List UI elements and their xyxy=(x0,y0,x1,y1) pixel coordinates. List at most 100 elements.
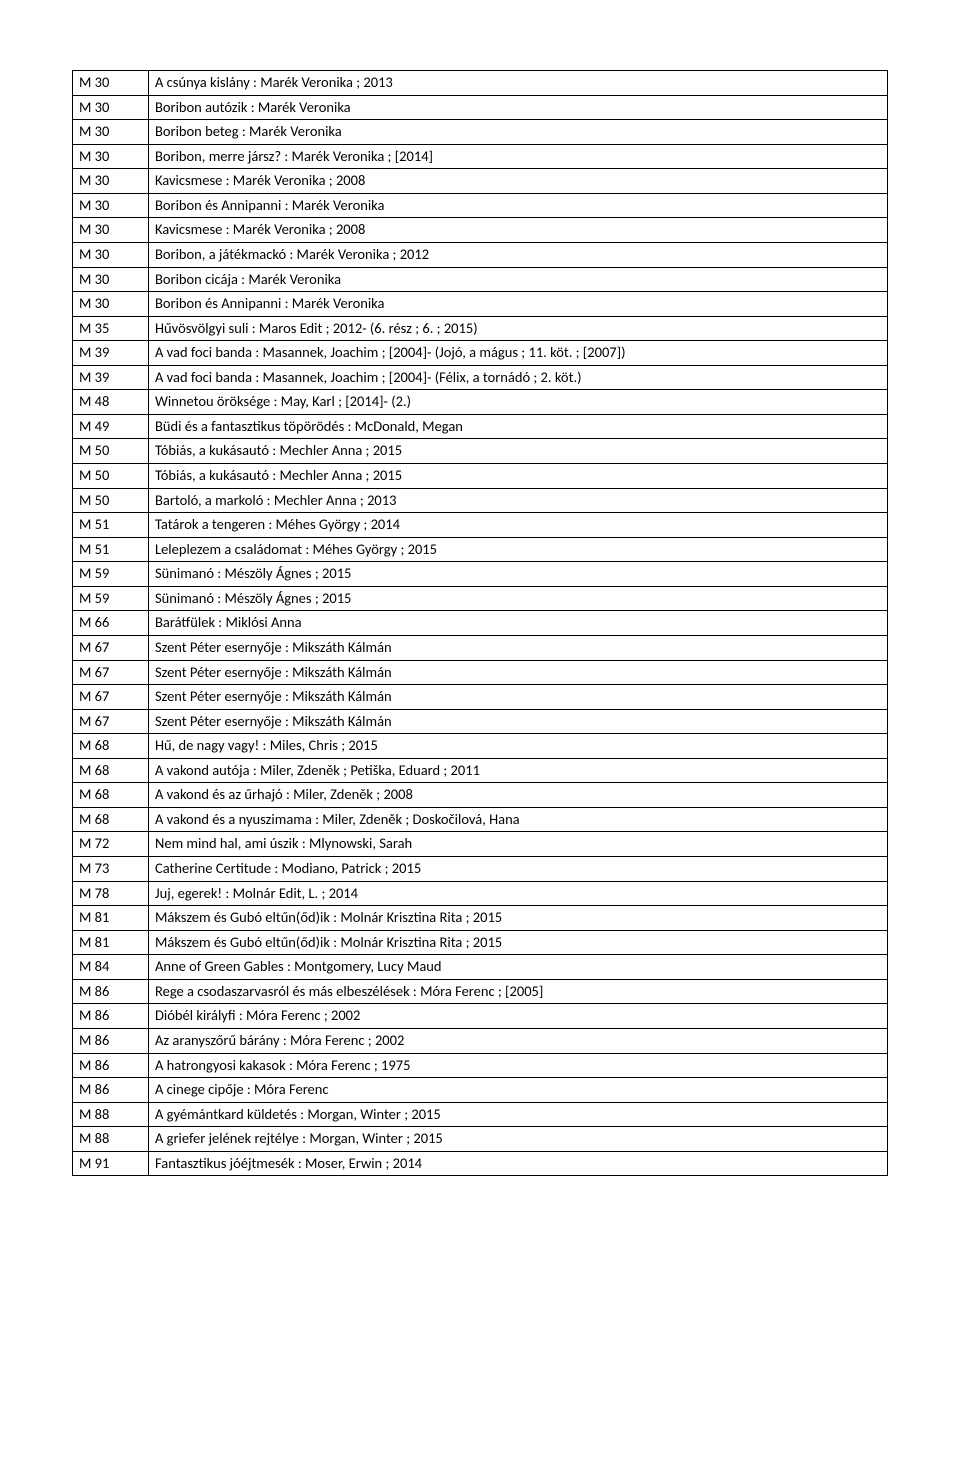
code-cell: M 30 xyxy=(73,218,149,243)
code-cell: M 91 xyxy=(73,1151,149,1176)
table-row: M 50Tóbiás, a kukásautó : Mechler Anna ;… xyxy=(73,439,888,464)
code-cell: M 67 xyxy=(73,635,149,660)
code-cell: M 30 xyxy=(73,292,149,317)
code-cell: M 68 xyxy=(73,807,149,832)
title-cell: Leleplezem a családomat : Méhes György ;… xyxy=(149,537,888,562)
code-cell: M 30 xyxy=(73,95,149,120)
table-row: M 91Fantasztikus jóéjtmesék : Moser, Erw… xyxy=(73,1151,888,1176)
title-cell: A cinege cipője : Móra Ferenc xyxy=(149,1078,888,1103)
code-cell: M 59 xyxy=(73,586,149,611)
code-cell: M 30 xyxy=(73,144,149,169)
table-row: M 30Kavicsmese : Marék Veronika ; 2008 xyxy=(73,169,888,194)
table-row: M 59Sünimanó : Mészöly Ágnes ; 2015 xyxy=(73,586,888,611)
table-row: M 39A vad foci banda : Masannek, Joachim… xyxy=(73,341,888,366)
title-cell: Mákszem és Gubó eltűn(őd)ik : Molnár Kri… xyxy=(149,930,888,955)
table-row: M 30Boribon autózik : Marék Veronika xyxy=(73,95,888,120)
code-cell: M 67 xyxy=(73,709,149,734)
code-cell: M 84 xyxy=(73,955,149,980)
code-cell: M 39 xyxy=(73,341,149,366)
code-cell: M 73 xyxy=(73,857,149,882)
table-row: M 84Anne of Green Gables : Montgomery, L… xyxy=(73,955,888,980)
code-cell: M 30 xyxy=(73,120,149,145)
code-cell: M 68 xyxy=(73,734,149,759)
code-cell: M 86 xyxy=(73,1078,149,1103)
catalog-table-body: M 30A csúnya kislány : Marék Veronika ; … xyxy=(73,71,888,1176)
code-cell: M 50 xyxy=(73,488,149,513)
table-row: M 35Hűvösvölgyi suli : Maros Edit ; 2012… xyxy=(73,316,888,341)
code-cell: M 50 xyxy=(73,439,149,464)
title-cell: Boribon, a játékmackó : Marék Veronika ;… xyxy=(149,242,888,267)
title-cell: Dióbél királyfi : Móra Ferenc ; 2002 xyxy=(149,1004,888,1029)
title-cell: Boribon és Annipanni : Marék Veronika xyxy=(149,292,888,317)
code-cell: M 30 xyxy=(73,242,149,267)
code-cell: M 35 xyxy=(73,316,149,341)
table-row: M 50Bartoló, a markoló : Mechler Anna ; … xyxy=(73,488,888,513)
table-row: M 51Leleplezem a családomat : Méhes Györ… xyxy=(73,537,888,562)
title-cell: A vakond és a nyuszimama : Miler, Zdeněk… xyxy=(149,807,888,832)
table-row: M 30Boribon cicája : Marék Veronika xyxy=(73,267,888,292)
table-row: M 86A cinege cipője : Móra Ferenc xyxy=(73,1078,888,1103)
table-row: M 86Az aranyszőrű bárány : Móra Ferenc ;… xyxy=(73,1028,888,1053)
code-cell: M 30 xyxy=(73,169,149,194)
code-cell: M 67 xyxy=(73,685,149,710)
table-row: M 86Rege a csodaszarvasról és más elbesz… xyxy=(73,979,888,1004)
code-cell: M 86 xyxy=(73,1053,149,1078)
code-cell: M 81 xyxy=(73,930,149,955)
title-cell: Szent Péter esernyője : Mikszáth Kálmán xyxy=(149,635,888,660)
title-cell: Tóbiás, a kukásautó : Mechler Anna ; 201… xyxy=(149,439,888,464)
title-cell: Boribon beteg : Marék Veronika xyxy=(149,120,888,145)
table-row: M 81Mákszem és Gubó eltűn(őd)ik : Molnár… xyxy=(73,930,888,955)
table-row: M 50Tóbiás, a kukásautó : Mechler Anna ;… xyxy=(73,464,888,489)
table-row: M 68A vakond autója : Miler, Zdeněk ; Pe… xyxy=(73,758,888,783)
title-cell: Catherine Certitude : Modiano, Patrick ;… xyxy=(149,857,888,882)
code-cell: M 39 xyxy=(73,365,149,390)
table-row: M 67Szent Péter esernyője : Mikszáth Kál… xyxy=(73,660,888,685)
table-row: M 68A vakond és a nyuszimama : Miler, Zd… xyxy=(73,807,888,832)
title-cell: A vad foci banda : Masannek, Joachim ; [… xyxy=(149,365,888,390)
title-cell: Anne of Green Gables : Montgomery, Lucy … xyxy=(149,955,888,980)
code-cell: M 30 xyxy=(73,193,149,218)
title-cell: Sünimanó : Mészöly Ágnes ; 2015 xyxy=(149,586,888,611)
code-cell: M 72 xyxy=(73,832,149,857)
table-row: M 72Nem mind hal, ami úszik : Mlynowski,… xyxy=(73,832,888,857)
title-cell: Boribon és Annipanni : Marék Veronika xyxy=(149,193,888,218)
code-cell: M 68 xyxy=(73,783,149,808)
table-row: M 66Barátfülek : Miklósi Anna xyxy=(73,611,888,636)
table-row: M 67Szent Péter esernyője : Mikszáth Kál… xyxy=(73,635,888,660)
table-row: M 30Boribon és Annipanni : Marék Veronik… xyxy=(73,292,888,317)
code-cell: M 88 xyxy=(73,1102,149,1127)
table-row: M 30Boribon, merre jársz? : Marék Veroni… xyxy=(73,144,888,169)
table-row: M 73Catherine Certitude : Modiano, Patri… xyxy=(73,857,888,882)
code-cell: M 68 xyxy=(73,758,149,783)
title-cell: A vad foci banda : Masannek, Joachim ; [… xyxy=(149,341,888,366)
title-cell: A griefer jelének rejtélye : Morgan, Win… xyxy=(149,1127,888,1152)
title-cell: Szent Péter esernyője : Mikszáth Kálmán xyxy=(149,685,888,710)
title-cell: A vakond autója : Miler, Zdeněk ; Petišk… xyxy=(149,758,888,783)
code-cell: M 51 xyxy=(73,513,149,538)
table-row: M 30Boribon beteg : Marék Veronika xyxy=(73,120,888,145)
title-cell: Winnetou öröksége : May, Karl ; [2014]- … xyxy=(149,390,888,415)
code-cell: M 86 xyxy=(73,1028,149,1053)
table-row: M 78Juj, egerek! : Molnár Edit, L. ; 201… xyxy=(73,881,888,906)
code-cell: M 59 xyxy=(73,562,149,587)
code-cell: M 67 xyxy=(73,660,149,685)
table-row: M 86Dióbél királyfi : Móra Ferenc ; 2002 xyxy=(73,1004,888,1029)
title-cell: Boribon autózik : Marék Veronika xyxy=(149,95,888,120)
code-cell: M 30 xyxy=(73,71,149,96)
code-cell: M 88 xyxy=(73,1127,149,1152)
title-cell: Kavicsmese : Marék Veronika ; 2008 xyxy=(149,218,888,243)
title-cell: A gyémántkard küldetés : Morgan, Winter … xyxy=(149,1102,888,1127)
title-cell: Tatárok a tengeren : Méhes György ; 2014 xyxy=(149,513,888,538)
title-cell: Barátfülek : Miklósi Anna xyxy=(149,611,888,636)
title-cell: Fantasztikus jóéjtmesék : Moser, Erwin ;… xyxy=(149,1151,888,1176)
catalog-table: M 30A csúnya kislány : Marék Veronika ; … xyxy=(72,70,888,1176)
code-cell: M 30 xyxy=(73,267,149,292)
code-cell: M 66 xyxy=(73,611,149,636)
table-row: M 88A griefer jelének rejtélye : Morgan,… xyxy=(73,1127,888,1152)
title-cell: A vakond és az űrhajó : Miler, Zdeněk ; … xyxy=(149,783,888,808)
code-cell: M 51 xyxy=(73,537,149,562)
table-row: M 48Winnetou öröksége : May, Karl ; [201… xyxy=(73,390,888,415)
title-cell: Bartoló, a markoló : Mechler Anna ; 2013 xyxy=(149,488,888,513)
code-cell: M 50 xyxy=(73,464,149,489)
code-cell: M 81 xyxy=(73,906,149,931)
